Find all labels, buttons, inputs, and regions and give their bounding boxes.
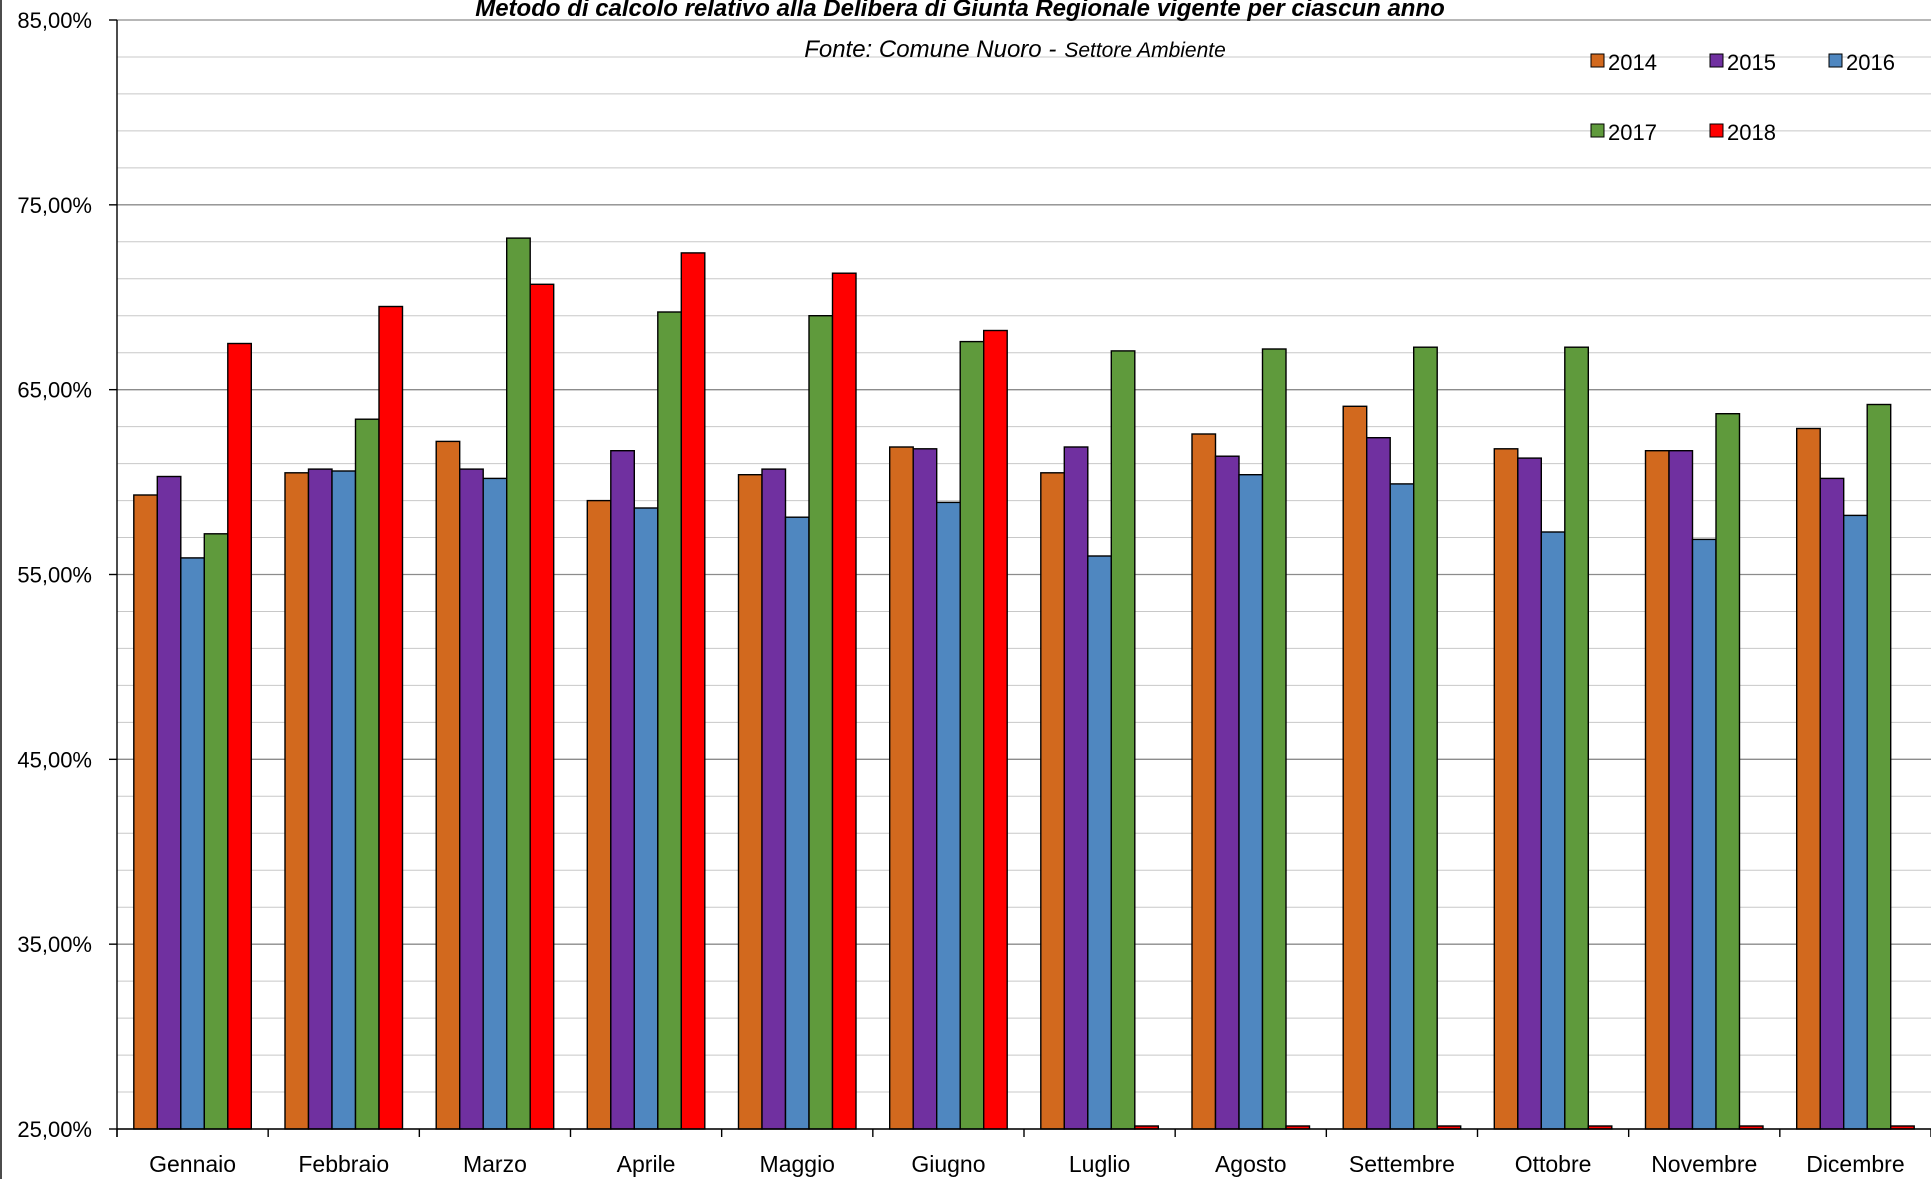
bar-2015-ottobre [1517, 457, 1543, 1130]
x-tick-label: Marzo [463, 1151, 527, 1177]
y-tick-label: 75,00% [17, 193, 92, 218]
y-tick-label: 45,00% [17, 747, 92, 772]
bar-2014-dicembre [1795, 427, 1821, 1130]
bar-2017-febbraio [354, 418, 380, 1130]
bar-2015-maggio [761, 468, 787, 1130]
bar-2015-settembre [1365, 437, 1391, 1130]
bar-2016-gennaio [180, 557, 206, 1130]
x-tick-label: Agosto [1215, 1151, 1287, 1177]
bar-2017-dicembre [1866, 403, 1892, 1130]
bar-2018-gennaio [227, 342, 253, 1130]
y-tick-label: 35,00% [17, 932, 92, 957]
legend-swatch-2014 [1590, 53, 1605, 68]
bar-2014-luglio [1040, 472, 1066, 1130]
bar-2015-luglio [1063, 446, 1089, 1130]
bar-2014-aprile [586, 499, 612, 1130]
bar-2016-febbraio [331, 470, 357, 1130]
y-tick-label: 85,00% [17, 8, 92, 33]
bar-2018-maggio [831, 272, 857, 1130]
bar-2015-novembre [1668, 450, 1694, 1130]
legend-swatch-2015 [1709, 53, 1724, 68]
bar-2016-giugno [936, 501, 961, 1130]
bar-2017-maggio [808, 315, 834, 1130]
bar-2017-novembre [1715, 413, 1741, 1130]
bar-2014-novembre [1644, 450, 1670, 1130]
bar-2014-settembre [1342, 405, 1368, 1130]
bar-2017-aprile [657, 311, 682, 1130]
x-tick-label: Aprile [617, 1151, 676, 1177]
bar-2014-gennaio [133, 494, 159, 1130]
bar-2017-agosto [1261, 348, 1287, 1130]
y-tick-label: 25,00% [17, 1117, 92, 1142]
bar-2018-aprile [680, 252, 706, 1130]
bar-2014-marzo [435, 440, 461, 1130]
y-tick-label: 55,00% [17, 563, 92, 588]
bar-2018-giugno [983, 329, 1008, 1130]
legend-label-2017: 2017 [1608, 120, 1657, 145]
bar-2018-marzo [529, 283, 555, 1130]
bar-2016-maggio [784, 516, 810, 1130]
bar-2014-febbraio [284, 472, 310, 1130]
bar-2014-giugno [889, 446, 914, 1130]
y-tick-labels: 25,00% 35,00% 45,00% 55,00% 65,00% 75,00% 85,0… [17, 8, 92, 1142]
legend-label-2014: 2014 [1608, 50, 1657, 75]
x-tick-label: Ottobre [1515, 1151, 1592, 1177]
bar-2015-gennaio [156, 475, 182, 1130]
x-tick-label: Settembre [1349, 1151, 1455, 1177]
y-tick-label: 65,00% [17, 378, 92, 403]
bar-2016-agosto [1238, 474, 1264, 1130]
bar-2016-dicembre [1842, 514, 1868, 1130]
subtitle-source: Fonte: Comune Nuoro - [804, 36, 1056, 63]
bar-2017-marzo [506, 237, 531, 1130]
bar-2014-maggio [737, 474, 763, 1130]
bar-2015-febbraio [307, 468, 333, 1130]
chart-subtitle: Fonte: Comune Nuoro - Settore Ambiente [804, 36, 1226, 63]
bar-2015-agosto [1214, 455, 1240, 1130]
x-tick-label: Novembre [1651, 1151, 1757, 1177]
legend-swatch-2017 [1590, 123, 1605, 138]
bar-2016-novembre [1691, 538, 1717, 1130]
legend: 2014 2015 2016 2017 2018 [1590, 50, 1895, 145]
bar-2016-marzo [482, 477, 508, 1130]
bar-2017-ottobre [1564, 346, 1590, 1130]
bar-2016-ottobre [1540, 531, 1566, 1130]
chart-title: Metodo di calcolo relativo alla Delibera… [475, 0, 1445, 22]
legend-label-2015: 2015 [1727, 50, 1776, 75]
bar-2018-febbraio [378, 305, 404, 1130]
bar-2016-luglio [1087, 555, 1113, 1130]
x-tick-label: Giugno [911, 1151, 985, 1177]
bar-2015-marzo [459, 468, 484, 1130]
bar-2016-aprile [633, 507, 659, 1130]
x-tick-label: Gennaio [149, 1151, 236, 1177]
bar-2017-settembre [1412, 346, 1438, 1130]
subtitle-sector: Settore Ambiente [1064, 39, 1225, 62]
legend-label-2016: 2016 [1846, 50, 1895, 75]
bar-2017-giugno [959, 340, 985, 1130]
legend-swatch-2016 [1828, 53, 1843, 68]
x-tick-label: Maggio [760, 1151, 835, 1177]
bar-2014-agosto [1191, 433, 1217, 1130]
bar-2014-ottobre [1493, 448, 1519, 1130]
legend-label-2018: 2018 [1727, 120, 1776, 145]
bar-2015-dicembre [1819, 477, 1845, 1130]
x-tick-label: Luglio [1069, 1151, 1130, 1177]
bar-2017-luglio [1110, 350, 1136, 1130]
bar-2015-aprile [610, 450, 635, 1130]
bar-2015-giugno [912, 448, 938, 1130]
x-tick-label: Dicembre [1806, 1151, 1904, 1177]
x-tick-label: Febbraio [298, 1151, 389, 1177]
bar-2017-gennaio [203, 533, 229, 1130]
gridlines [117, 19, 1931, 1130]
legend-swatch-2018 [1709, 123, 1724, 138]
x-tick-labels: Gennaio Febbraio Marzo Aprile Maggio Giugno Lu… [149, 1151, 1905, 1177]
bar-2016-settembre [1389, 483, 1415, 1130]
bars-group [133, 237, 1915, 1130]
